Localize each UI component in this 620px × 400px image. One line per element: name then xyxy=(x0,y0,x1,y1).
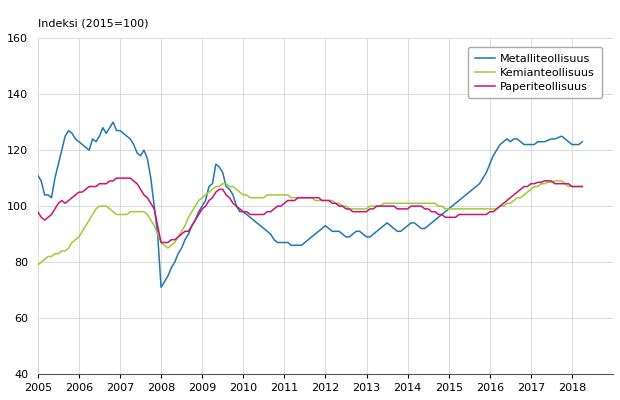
Line: Metalliteollisuus: Metalliteollisuus xyxy=(38,122,582,287)
Kemianteollisuus xyxy=(188,209,195,214)
Paperiteollisuus xyxy=(342,206,350,211)
Metalliteollisuus xyxy=(558,134,565,138)
Kemianteollisuus xyxy=(578,184,586,189)
Line: Kemianteollisuus: Kemianteollisuus xyxy=(38,181,582,265)
Line: Paperiteollisuus: Paperiteollisuus xyxy=(38,178,582,242)
Kemianteollisuus xyxy=(387,201,394,206)
Metalliteollisuus xyxy=(578,139,586,144)
Kemianteollisuus xyxy=(34,262,42,267)
Metalliteollisuus xyxy=(147,176,154,180)
Paperiteollisuus xyxy=(578,184,586,189)
Metalliteollisuus xyxy=(486,162,494,166)
Kemianteollisuus xyxy=(335,201,343,206)
Kemianteollisuus xyxy=(551,178,559,183)
Paperiteollisuus xyxy=(486,209,494,214)
Metalliteollisuus xyxy=(34,173,42,178)
Metalliteollisuus xyxy=(195,209,203,214)
Legend: Metalliteollisuus, Kemianteollisuus, Paperiteollisuus: Metalliteollisuus, Kemianteollisuus, Pap… xyxy=(468,47,602,98)
Metalliteollisuus xyxy=(109,120,117,124)
Kemianteollisuus xyxy=(144,212,151,217)
Paperiteollisuus xyxy=(195,212,203,217)
Paperiteollisuus xyxy=(34,209,42,214)
Paperiteollisuus xyxy=(558,181,565,186)
Text: Indeksi (2015=100): Indeksi (2015=100) xyxy=(38,18,148,28)
Kemianteollisuus xyxy=(479,206,487,211)
Metalliteollisuus xyxy=(394,229,401,234)
Paperiteollisuus xyxy=(157,240,165,245)
Paperiteollisuus xyxy=(394,206,401,211)
Kemianteollisuus xyxy=(554,178,562,183)
Paperiteollisuus xyxy=(113,176,120,180)
Metalliteollisuus xyxy=(342,234,350,239)
Paperiteollisuus xyxy=(147,201,154,206)
Metalliteollisuus xyxy=(157,285,165,290)
